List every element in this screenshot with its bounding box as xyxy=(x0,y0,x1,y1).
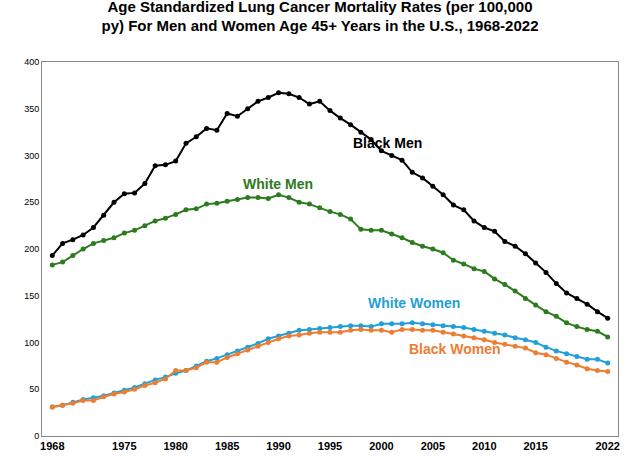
svg-text:2000: 2000 xyxy=(369,440,393,452)
svg-text:0: 0 xyxy=(34,431,39,441)
svg-text:White Women: White Women xyxy=(368,295,460,311)
svg-text:1990: 1990 xyxy=(266,440,290,452)
svg-text:400: 400 xyxy=(24,57,39,67)
svg-text:2010: 2010 xyxy=(472,440,496,452)
svg-text:100: 100 xyxy=(24,338,39,348)
svg-text:1968: 1968 xyxy=(40,440,64,452)
svg-text:250: 250 xyxy=(24,197,39,207)
svg-text:350: 350 xyxy=(24,104,39,114)
svg-text:1975: 1975 xyxy=(112,440,136,452)
svg-text:1980: 1980 xyxy=(163,440,187,452)
svg-text:2005: 2005 xyxy=(421,440,445,452)
svg-text:1985: 1985 xyxy=(215,440,239,452)
svg-text:White Men: White Men xyxy=(243,176,313,192)
svg-text:Black Women: Black Women xyxy=(409,341,501,357)
svg-text:2022: 2022 xyxy=(595,440,619,452)
svg-text:2015: 2015 xyxy=(523,440,547,452)
svg-text:200: 200 xyxy=(24,244,39,254)
svg-text:Age Standardized Lung Cancer M: Age Standardized Lung Cancer Mortality R… xyxy=(102,0,539,34)
svg-text:Black Men: Black Men xyxy=(353,135,422,151)
svg-text:300: 300 xyxy=(24,151,39,161)
svg-text:1995: 1995 xyxy=(318,440,342,452)
svg-text:150: 150 xyxy=(24,291,39,301)
svg-text:50: 50 xyxy=(29,384,39,394)
